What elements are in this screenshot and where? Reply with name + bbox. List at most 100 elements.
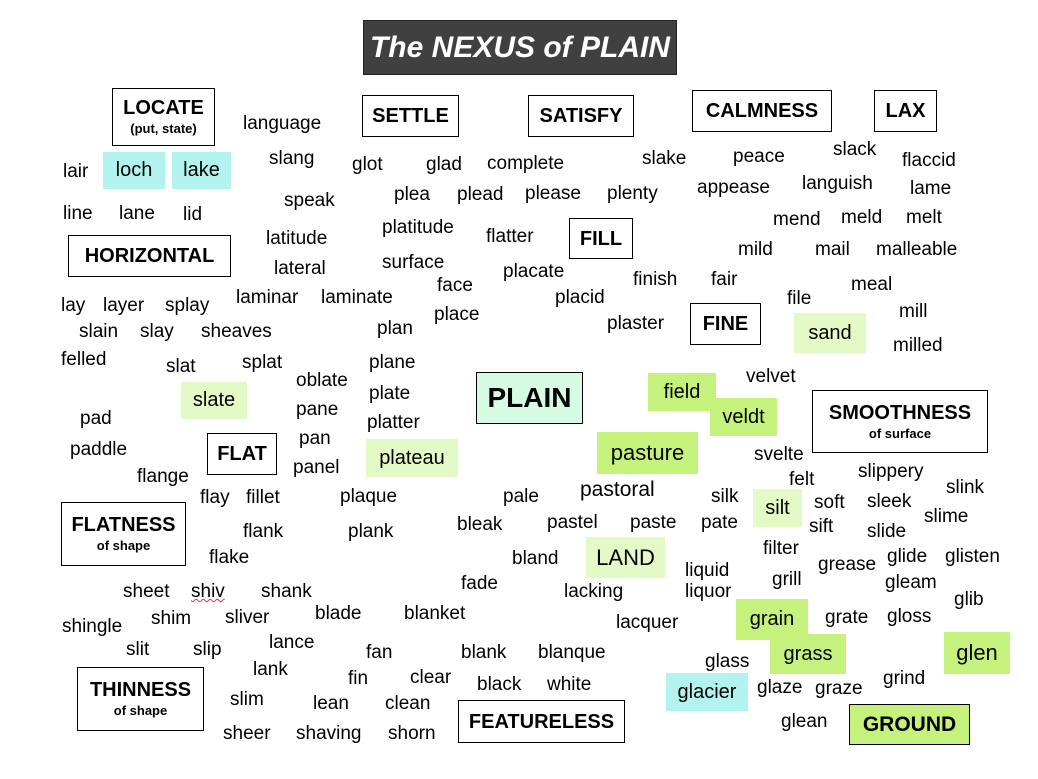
word: lacking	[564, 581, 624, 602]
category-lax: LAX	[874, 90, 937, 132]
category-thinness-label: THINNESS	[89, 679, 192, 702]
word: lance	[269, 632, 315, 653]
word: slit	[126, 639, 150, 660]
word: grill	[772, 569, 802, 590]
word: flatter	[486, 226, 534, 247]
category-locate: LOCATE (put, state)	[112, 88, 215, 146]
word-pasture: pasture	[597, 432, 698, 474]
word: lay	[61, 295, 86, 316]
word: slack	[833, 139, 877, 160]
word: grease	[818, 554, 877, 575]
category-featureless: FEATURELESS	[458, 700, 625, 743]
word: glad	[426, 154, 462, 175]
word: plaster	[607, 313, 665, 334]
word: grind	[883, 668, 926, 689]
category-calmness: CALMNESS	[692, 90, 832, 132]
word: slime	[924, 506, 969, 527]
word: liquid	[685, 560, 730, 581]
word: shingle	[62, 616, 123, 637]
word-glen: glen	[944, 632, 1010, 674]
word: felt	[789, 469, 815, 490]
word: sheer	[223, 723, 271, 744]
word: paddle	[70, 439, 128, 460]
word: clear	[410, 667, 452, 688]
word: please	[525, 183, 581, 204]
diagram-title: The NEXUS of PLAIN	[363, 20, 677, 75]
word: svelte	[754, 444, 804, 465]
word: glaze	[757, 677, 803, 698]
word-slate: slate	[181, 382, 247, 419]
word: plate	[369, 383, 411, 404]
word: plane	[369, 352, 416, 373]
word-loch: loch	[103, 152, 165, 189]
word: shank	[261, 581, 312, 602]
word: slip	[193, 639, 222, 660]
category-locate-sub: (put, state)	[130, 121, 197, 137]
word: shim	[151, 608, 192, 629]
word: gloss	[887, 606, 932, 627]
word-glacier: glacier	[666, 673, 748, 711]
category-flat: FLAT	[207, 433, 277, 475]
word: placid	[555, 287, 605, 308]
word: slay	[140, 321, 174, 342]
word: bland	[512, 548, 559, 569]
category-ground: GROUND	[849, 704, 970, 745]
word: lane	[119, 203, 155, 224]
word: flank	[243, 521, 284, 542]
word: laminate	[321, 287, 393, 308]
category-fine: FINE	[690, 303, 761, 345]
word: glean	[781, 711, 828, 732]
word: glass	[705, 651, 750, 672]
word: slat	[166, 356, 196, 377]
word: plan	[377, 318, 413, 339]
word: slim	[230, 689, 264, 710]
word-grass: grass	[770, 634, 846, 674]
word: meal	[851, 274, 893, 295]
word: black	[477, 674, 522, 695]
word: liquor	[685, 581, 732, 602]
word: sheaves	[201, 321, 272, 342]
word: plaque	[340, 486, 398, 507]
word: layer	[103, 295, 145, 316]
category-smoothness: SMOOTHNESS of surface	[812, 390, 988, 453]
word: appease	[697, 177, 770, 198]
category-flatness-sub: of shape	[96, 538, 151, 554]
word: graze	[815, 678, 863, 699]
word: pad	[80, 408, 112, 429]
word: fin	[348, 668, 369, 689]
word: flange	[137, 466, 189, 487]
word: slake	[642, 148, 687, 169]
word: white	[547, 674, 592, 695]
word: flaccid	[902, 150, 956, 171]
word: milled	[893, 335, 943, 356]
word: pale	[503, 486, 539, 507]
word: languish	[802, 173, 873, 194]
category-smoothness-sub: of surface	[868, 425, 932, 441]
word: sliver	[225, 607, 270, 628]
word: pane	[296, 399, 339, 420]
word: language	[243, 113, 322, 134]
word: surface	[382, 252, 445, 273]
word: mend	[773, 209, 821, 230]
word: splay	[165, 295, 210, 316]
word: fade	[461, 573, 498, 594]
word: placate	[503, 261, 565, 282]
word: speak	[284, 190, 335, 211]
word: slink	[946, 477, 985, 498]
word: oblate	[296, 370, 348, 391]
word: peace	[733, 146, 785, 167]
word: melt	[906, 207, 942, 228]
word: file	[787, 288, 812, 309]
word: lair	[63, 161, 89, 182]
word: laminar	[236, 287, 299, 308]
word: lid	[183, 204, 203, 225]
word: flay	[200, 487, 230, 508]
word: lank	[253, 659, 288, 680]
word: soft	[814, 492, 845, 513]
word: pastel	[547, 512, 598, 533]
word: glib	[954, 589, 984, 610]
word: blanket	[404, 603, 466, 624]
word-grain: grain	[736, 599, 808, 640]
word: plank	[348, 521, 394, 542]
category-thinness-sub: of shape	[113, 703, 168, 719]
